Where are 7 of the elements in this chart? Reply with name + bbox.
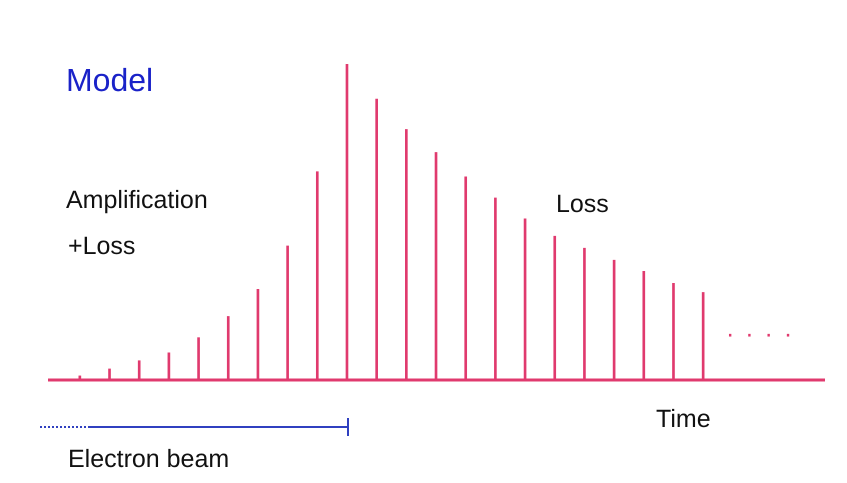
annotation: Loss xyxy=(556,190,609,219)
annotation: +Loss xyxy=(68,232,136,261)
annotation: Amplification xyxy=(66,186,208,215)
chart-title: Model xyxy=(66,62,154,99)
text: · · · · xyxy=(726,320,794,349)
text: Electron beam xyxy=(68,445,230,474)
x-axis-title: Time xyxy=(656,405,711,434)
